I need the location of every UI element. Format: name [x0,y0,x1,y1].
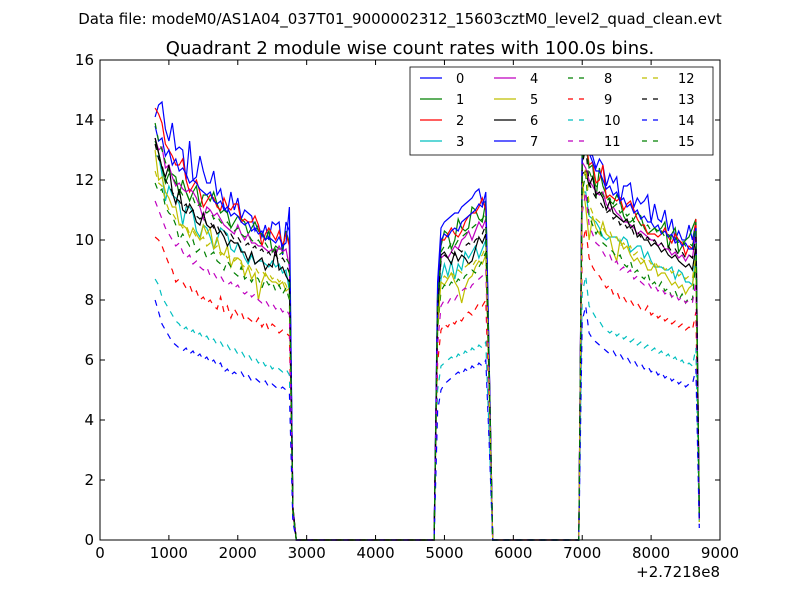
legend-entry-0: 0 [420,72,464,87]
legend-entry-7: 7 [494,135,538,150]
series-line-7 [154,107,700,541]
x-tick-labels: 0 1000 2000 3000 4000 5000 6000 7000 8000 9000 [95,544,739,562]
series-line-12 [154,167,700,541]
series-line-6 [154,137,700,541]
y-tick-label: 8 [84,291,94,309]
legend-entry-13: 13 [642,93,695,108]
data-file-suptitle: Data file: modeM0/AS1A04_037T01_90000023… [78,10,722,29]
series-line-11 [154,191,700,541]
axis-ticks [99,59,721,541]
legend-label: 12 [678,72,695,87]
legend-entry-9: 9 [568,93,612,108]
y-tick-label: 12 [75,171,94,189]
legend-entry-3: 3 [420,135,464,150]
legend-entry-4: 4 [494,72,538,87]
chart-title: Quadrant 2 module wise count rates with … [166,38,655,59]
series-line-5 [154,149,700,541]
y-tick-label: 16 [75,51,94,69]
x-tick-label: 7000 [563,544,601,562]
x-tick-label: 1000 [150,544,188,562]
legend-label: 5 [530,93,538,108]
y-tick-label: 2 [84,471,94,489]
x-offset-label: +2.7218e8 [636,563,720,581]
series-line-0 [154,100,700,541]
x-tick-label: 0 [95,544,105,562]
x-tick-label: 8000 [632,544,670,562]
legend-entry-8: 8 [568,72,612,87]
series-line-13 [154,143,700,541]
legend-label: 0 [456,72,464,87]
x-tick-label: 5000 [425,544,463,562]
x-tick-label: 3000 [288,544,326,562]
legend-entry-1: 1 [420,93,464,108]
legend-entry-10: 10 [568,114,621,129]
y-tick-labels: 0 2 4 6 8 10 12 14 16 [75,51,94,549]
legend-box [409,66,714,156]
legend-label: 7 [530,135,538,150]
legend-entry-15: 15 [642,135,695,150]
y-tick-label: 10 [75,231,94,249]
legend-label: 2 [456,114,464,129]
legend-label: 9 [604,93,612,108]
legend-label: 14 [678,114,695,129]
series-line-9 [154,227,700,541]
legend-entry-2: 2 [420,114,464,129]
legend-label: 11 [604,135,621,150]
legend-entry-5: 5 [494,93,538,108]
legend-entry-12: 12 [642,72,695,87]
x-tick-label: 4000 [356,544,394,562]
legend-entry-6: 6 [494,114,538,129]
legend-label: 4 [530,72,538,87]
legend-entry-14: 14 [642,114,695,129]
series-line-14 [154,299,700,541]
legend-label: 15 [678,135,695,150]
legend-label: 13 [678,93,695,108]
legend-label: 6 [530,114,538,129]
legend-label: 3 [456,135,464,150]
x-tick-label: 9000 [701,544,739,562]
y-tick-label: 0 [84,531,94,549]
legend-label: 1 [456,93,464,108]
y-tick-label: 14 [75,111,94,129]
y-tick-label: 6 [84,351,94,369]
x-tick-label: 6000 [494,544,532,562]
legend-label: 10 [604,114,621,129]
legend-label: 8 [604,72,612,87]
legend-entry-11: 11 [568,135,621,150]
plot-area [154,100,700,541]
series-line-10 [154,275,700,541]
series-line-15 [154,122,700,541]
y-tick-label: 4 [84,411,94,429]
series-line-4 [154,137,700,541]
series-line-8 [154,173,700,541]
x-tick-label: 2000 [219,544,257,562]
